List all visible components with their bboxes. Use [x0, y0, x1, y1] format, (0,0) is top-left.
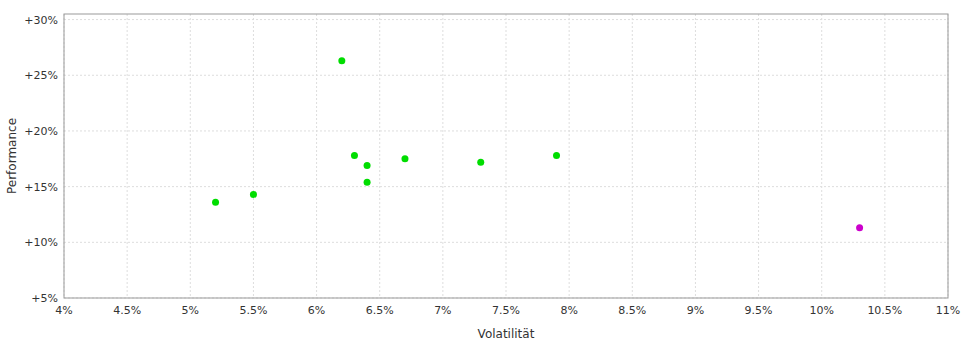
point	[553, 152, 560, 159]
y-grid-line	[64, 186, 948, 187]
x-tick-label: 8.5%	[618, 304, 646, 317]
x-grid-line	[758, 14, 759, 298]
plot-area	[64, 14, 948, 298]
x-tick-label: 10%	[809, 304, 833, 317]
plot-frame	[64, 14, 948, 298]
point	[351, 152, 358, 159]
x-tick-label: 4.5%	[113, 304, 141, 317]
point	[364, 162, 371, 169]
point	[364, 179, 371, 186]
y-grid-line	[64, 75, 948, 76]
x-grid-line	[569, 14, 570, 298]
x-grid-line	[442, 14, 443, 298]
x-grid-line	[379, 14, 380, 298]
chart: 4% 4.5% 5% 5.5% 6% 6.5% 7% 7.5% 8% 8.5% 9% 9.5% 10% 1…	[0, 0, 966, 350]
point	[401, 155, 408, 162]
x-grid-line	[506, 14, 507, 298]
x-tick-label: 5.5%	[239, 304, 267, 317]
points	[212, 57, 863, 231]
x-grid-line	[253, 14, 254, 298]
x-tick-label: 9%	[687, 304, 704, 317]
y-tick-label: +25%	[24, 69, 58, 82]
x-tick-label: 4%	[55, 304, 72, 317]
point	[212, 199, 219, 206]
x-tick-label: 6.5%	[366, 304, 394, 317]
x-tick-label: 7.5%	[492, 304, 520, 317]
y-tick-label: +10%	[24, 236, 58, 249]
grid	[64, 14, 948, 298]
point	[250, 191, 257, 198]
y-tick-label: +15%	[24, 181, 58, 194]
point	[338, 57, 345, 64]
y-tick-label: +30%	[24, 14, 58, 27]
x-tick-label: 9.5%	[745, 304, 773, 317]
x-tick-label: 5%	[182, 304, 199, 317]
y-grid-line	[64, 19, 948, 20]
x-tick-label: 6%	[308, 304, 325, 317]
page: {"chart_data": { "type": "scatter", "x_l…	[0, 0, 966, 350]
point	[477, 159, 484, 166]
series	[212, 57, 560, 205]
x-tick-label: 8%	[560, 304, 577, 317]
x-tick-label: 7%	[434, 304, 451, 317]
x-grid-line	[316, 14, 317, 298]
tick-labels: 4% 4.5% 5% 5.5% 6% 6.5% 7% 7.5% 8% 8.5% 9% 9.5% 10% 1…	[24, 14, 960, 317]
x-grid-line	[821, 14, 822, 298]
x-tick-label: 10.5%	[867, 304, 902, 317]
series	[856, 224, 863, 231]
y-grid-line	[64, 242, 948, 243]
y-grid-line	[64, 130, 948, 131]
x-tick-label: 11%	[936, 304, 960, 317]
x-grid-line	[884, 14, 885, 298]
point	[856, 224, 863, 231]
y-tick-label: +5%	[31, 292, 58, 305]
x-grid-line	[632, 14, 633, 298]
x-grid-line	[127, 14, 128, 298]
y-axis-label: Performance	[5, 118, 19, 194]
x-axis-label: Volatilität	[478, 327, 535, 341]
y-tick-label: +20%	[24, 125, 58, 138]
x-grid-line	[695, 14, 696, 298]
x-grid-line	[190, 14, 191, 298]
